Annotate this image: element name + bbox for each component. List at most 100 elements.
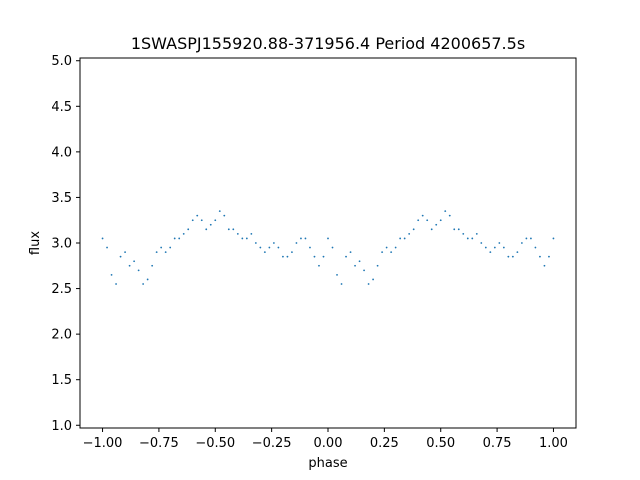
data-point bbox=[340, 283, 343, 285]
y-tick-label: 2.5 bbox=[51, 282, 72, 297]
data-point bbox=[313, 255, 316, 258]
data-point bbox=[124, 251, 126, 254]
data-point bbox=[241, 237, 244, 240]
data-point bbox=[511, 255, 514, 258]
y-tick-label: 3.0 bbox=[51, 237, 72, 252]
data-point bbox=[525, 237, 528, 240]
data-point bbox=[142, 283, 145, 285]
x-axis: −1.00 −0.75 −0.50 −0.25 0.00 0.25 0.50 0.75 1.00 bbox=[83, 428, 568, 451]
y-tick-label: 4.5 bbox=[51, 100, 72, 115]
data-point bbox=[336, 274, 338, 276]
y-tick-label: 1.5 bbox=[51, 373, 72, 388]
data-point bbox=[367, 283, 370, 285]
data-point bbox=[480, 242, 483, 244]
x-tick-label: 0.50 bbox=[426, 436, 455, 451]
data-point bbox=[295, 242, 298, 244]
x-tick-label: 0.75 bbox=[483, 436, 512, 451]
data-point bbox=[444, 210, 447, 213]
data-point bbox=[502, 246, 505, 249]
data-point bbox=[516, 251, 519, 254]
data-point bbox=[489, 251, 492, 254]
y-tick-label: 2.0 bbox=[51, 328, 72, 343]
data-point bbox=[191, 219, 194, 222]
data-point bbox=[539, 255, 541, 258]
data-point bbox=[227, 228, 230, 231]
y-tick-label: 4.0 bbox=[51, 145, 72, 160]
data-point bbox=[106, 246, 108, 249]
data-point bbox=[345, 255, 347, 258]
data-point bbox=[164, 251, 167, 254]
data-point bbox=[435, 223, 438, 226]
data-point bbox=[263, 251, 266, 254]
data-point bbox=[218, 210, 221, 213]
data-point bbox=[520, 242, 523, 244]
data-point bbox=[119, 255, 122, 258]
data-point bbox=[146, 278, 149, 281]
data-point bbox=[182, 232, 185, 235]
data-point bbox=[268, 246, 271, 249]
data-point bbox=[385, 246, 388, 249]
data-point bbox=[327, 237, 329, 240]
x-tick-label: 0.00 bbox=[314, 436, 343, 451]
data-point bbox=[534, 246, 537, 249]
data-point bbox=[309, 246, 311, 249]
x-tick-label: −0.75 bbox=[139, 436, 179, 451]
chart-title: 1SWASPJ155920.88-371956.4 Period 4200657… bbox=[131, 34, 525, 53]
x-tick-label: −0.50 bbox=[195, 436, 235, 451]
data-point bbox=[417, 219, 420, 222]
data-point bbox=[507, 255, 510, 258]
data-point bbox=[151, 264, 154, 267]
data-point bbox=[214, 219, 217, 222]
data-point bbox=[358, 260, 361, 263]
data-point bbox=[430, 228, 433, 231]
data-point bbox=[245, 237, 248, 240]
data-point bbox=[291, 251, 293, 254]
data-point bbox=[137, 269, 140, 272]
data-point bbox=[250, 232, 253, 235]
x-tick-label: 0.25 bbox=[370, 436, 399, 451]
data-point bbox=[381, 251, 384, 254]
data-point bbox=[372, 278, 374, 281]
data-point bbox=[173, 237, 176, 240]
data-point bbox=[101, 237, 104, 240]
data-point bbox=[133, 260, 136, 263]
data-point bbox=[232, 228, 235, 231]
data-point bbox=[530, 237, 532, 240]
x-axis-label: phase bbox=[308, 456, 347, 471]
data-point bbox=[543, 264, 546, 267]
data-point bbox=[493, 246, 496, 249]
data-point bbox=[394, 246, 397, 249]
x-tick-label: 1.00 bbox=[539, 436, 568, 451]
data-point bbox=[322, 255, 325, 258]
data-point bbox=[155, 251, 158, 254]
data-point bbox=[331, 246, 334, 249]
data-points bbox=[101, 210, 555, 285]
data-point bbox=[196, 214, 199, 217]
data-point bbox=[448, 214, 451, 217]
data-point bbox=[453, 228, 456, 231]
x-tick-label: −0.25 bbox=[252, 436, 292, 451]
data-point bbox=[286, 255, 289, 258]
data-point bbox=[128, 264, 131, 267]
data-point bbox=[439, 219, 442, 222]
y-axis-label: flux bbox=[28, 231, 43, 255]
y-tick-label: 3.5 bbox=[51, 191, 72, 206]
data-point bbox=[300, 237, 302, 240]
data-point bbox=[282, 255, 284, 258]
data-point bbox=[390, 251, 393, 254]
data-point bbox=[475, 232, 478, 235]
data-point bbox=[412, 228, 415, 231]
data-point bbox=[403, 237, 406, 240]
data-point bbox=[187, 228, 190, 231]
data-point bbox=[304, 237, 307, 240]
x-tick-label: −1.00 bbox=[83, 436, 123, 451]
data-point bbox=[349, 251, 352, 254]
data-point bbox=[498, 242, 501, 244]
data-point bbox=[363, 269, 365, 272]
data-point bbox=[169, 246, 172, 249]
data-point bbox=[200, 219, 203, 222]
data-point bbox=[209, 223, 212, 226]
data-point bbox=[376, 264, 379, 267]
